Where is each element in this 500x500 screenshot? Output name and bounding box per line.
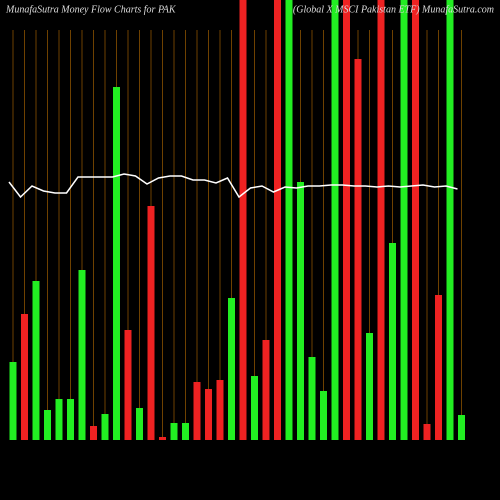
bar — [55, 399, 63, 440]
money-flow-line — [8, 173, 458, 199]
bar — [412, 0, 419, 440]
bar — [285, 0, 293, 440]
bar — [366, 333, 373, 440]
bar — [44, 410, 51, 440]
bar — [78, 270, 86, 440]
bar — [228, 298, 235, 440]
bar — [136, 408, 143, 440]
bar — [159, 437, 166, 440]
bar — [389, 243, 396, 440]
bar — [400, 0, 408, 440]
bar — [205, 389, 212, 440]
bar — [147, 206, 155, 440]
bar — [170, 423, 178, 440]
bar — [377, 0, 385, 440]
bar — [124, 330, 132, 440]
bar — [446, 0, 454, 440]
bar — [423, 424, 431, 440]
bar — [251, 376, 258, 440]
bar — [343, 0, 350, 440]
bar — [320, 391, 327, 440]
bar — [297, 182, 304, 440]
bar — [458, 415, 465, 440]
bar — [435, 295, 442, 440]
chart-subtitle: (Global X MSCI Pakistan ETF) MunafaSutra… — [293, 4, 494, 15]
bar — [9, 362, 17, 440]
bar — [32, 281, 40, 440]
bar — [113, 87, 120, 440]
bar — [193, 382, 201, 440]
bar — [101, 414, 109, 440]
bar — [67, 399, 74, 440]
bar — [308, 357, 316, 440]
bar — [182, 423, 189, 440]
bar — [216, 380, 224, 440]
bar — [90, 426, 97, 440]
bar — [274, 0, 281, 440]
bar — [21, 314, 28, 440]
bar — [331, 0, 339, 440]
bar — [262, 340, 270, 440]
chart-title: MunafaSutra Money Flow Charts for PAK — [5, 4, 177, 15]
bar — [239, 0, 247, 440]
bar — [354, 59, 362, 440]
